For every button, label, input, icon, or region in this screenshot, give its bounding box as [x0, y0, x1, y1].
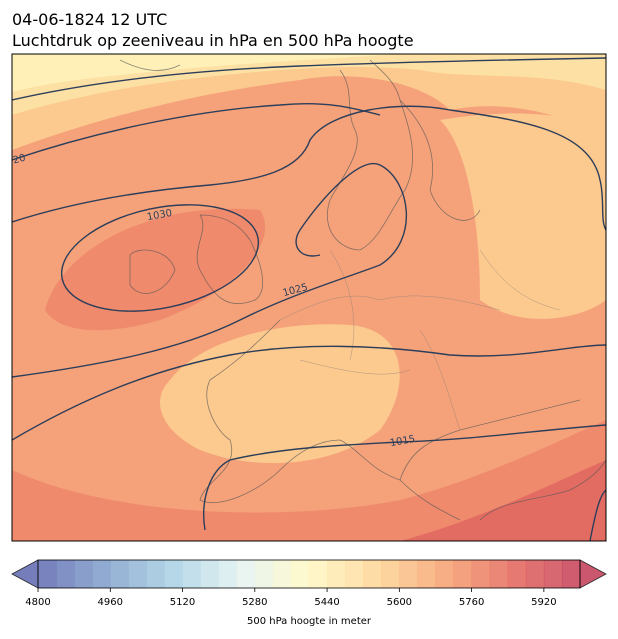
colorbar-band — [471, 560, 491, 588]
isobar — [203, 424, 606, 531]
colorbar-band — [417, 560, 436, 588]
colorbar-band — [254, 560, 274, 588]
shade-band — [45, 208, 266, 331]
colorbar-band — [327, 560, 346, 588]
contour-label: 1015 — [389, 434, 416, 449]
subtitle: Luchtdruk op zeeniveau in hPa en 500 hPa… — [12, 31, 414, 50]
shade-band — [12, 420, 606, 541]
colorbar-band — [453, 560, 473, 588]
colorbar-tick-label: 5600 — [387, 597, 412, 608]
colorbar-tick-label: 5760 — [459, 597, 484, 608]
contour-label: 20 — [12, 153, 27, 167]
shade-band — [160, 324, 400, 464]
colorbar-extend-max — [579, 559, 607, 589]
isobar — [12, 102, 381, 161]
colorbar-band — [218, 560, 238, 588]
colorbar-tick-label: 5280 — [242, 597, 267, 608]
colorbar-band — [489, 560, 509, 588]
colorbar-tick-label: 5120 — [170, 597, 195, 608]
isobar — [589, 489, 606, 541]
colorbar-band — [507, 560, 527, 588]
colorbar-band — [110, 560, 129, 588]
colorbar-band — [345, 560, 364, 588]
isobar — [12, 105, 606, 231]
isobar — [60, 204, 260, 312]
colorbar-band — [272, 560, 292, 588]
colorbar-tick-label: 5440 — [314, 597, 339, 608]
colorbar-label: 500 hPa hoogte in meter — [247, 616, 372, 627]
colorbar-band — [381, 560, 400, 588]
colorbar-band — [128, 560, 147, 588]
colorbar-frame — [37, 559, 581, 589]
colorbar-extend-min — [11, 559, 39, 589]
colorbar-tick-label: 5920 — [531, 597, 556, 608]
coastline — [119, 59, 606, 521]
colorbar-tick-label: 4960 — [98, 597, 123, 608]
isobar — [12, 162, 407, 378]
colorbar-band — [525, 560, 545, 588]
colorbar-band — [164, 560, 184, 588]
colorbar-band — [309, 560, 328, 588]
colorbar-band — [543, 560, 563, 588]
contour-label: 1030 — [146, 208, 173, 223]
isobar — [12, 57, 606, 101]
colorbar-band — [236, 560, 256, 588]
isobar — [12, 344, 606, 441]
shade-band — [12, 54, 400, 92]
colorbar-band — [399, 560, 418, 588]
title: 04-06-1824 12 UTC — [12, 10, 167, 29]
border — [279, 249, 561, 431]
colorbar-band — [200, 560, 220, 588]
colorbar-band — [363, 560, 382, 588]
colorbar-band — [146, 560, 165, 588]
colorbar-band — [56, 560, 75, 588]
colorbar-band — [435, 560, 455, 588]
colorbar-band — [561, 560, 581, 588]
colorbar-band — [290, 560, 310, 588]
colorbar-band — [92, 560, 111, 588]
colorbar-band — [182, 560, 202, 588]
map — [12, 54, 606, 541]
map-frame — [11, 53, 607, 542]
shade-band — [440, 113, 606, 319]
shade-band — [400, 460, 606, 541]
colorbar-band — [74, 560, 93, 588]
colorbar-band — [38, 560, 57, 588]
colorbar-tick-label: 4800 — [25, 597, 50, 608]
colorbar: 4800 4960 5120 5280 5440 5600 5760 5920 — [11, 559, 607, 608]
